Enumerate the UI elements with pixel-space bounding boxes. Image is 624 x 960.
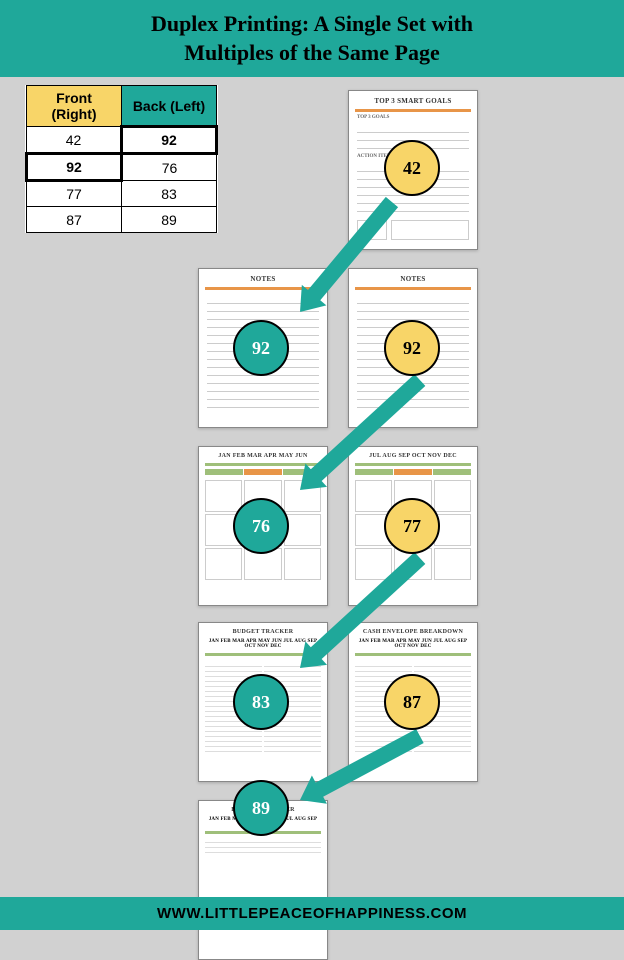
cell-back: 76 (122, 154, 217, 181)
footer: WWW.LITTLEPEACEOFHAPPINESS.COM (0, 897, 624, 930)
page-number-circle: 89 (233, 780, 289, 836)
page-number-circle: 76 (233, 498, 289, 554)
title-line2: Multiples of the Same Page (184, 40, 439, 65)
title-line1: Duplex Printing: A Single Set with (151, 11, 473, 36)
page-number-circle: 92 (384, 320, 440, 376)
cell-back: 83 (122, 181, 217, 207)
cell-front: 42 (27, 127, 122, 154)
page-title: Duplex Printing: A Single Set with Multi… (20, 10, 604, 67)
page-number-circle: 83 (233, 674, 289, 730)
page-number-circle: 42 (384, 140, 440, 196)
page-number-circle: 92 (233, 320, 289, 376)
duplex-table: Front (Right) Back (Left) 42929276778387… (25, 85, 218, 233)
page-number-circle: 87 (384, 674, 440, 730)
header: Duplex Printing: A Single Set with Multi… (0, 0, 624, 77)
page-number-circle: 77 (384, 498, 440, 554)
cell-front: 77 (27, 181, 122, 207)
col-back: Back (Left) (122, 86, 217, 127)
col-front: Front (Right) (27, 86, 122, 127)
cell-front: 92 (27, 154, 122, 181)
cell-back: 89 (122, 207, 217, 233)
cell-front: 87 (27, 207, 122, 233)
cell-back: 92 (122, 127, 217, 154)
